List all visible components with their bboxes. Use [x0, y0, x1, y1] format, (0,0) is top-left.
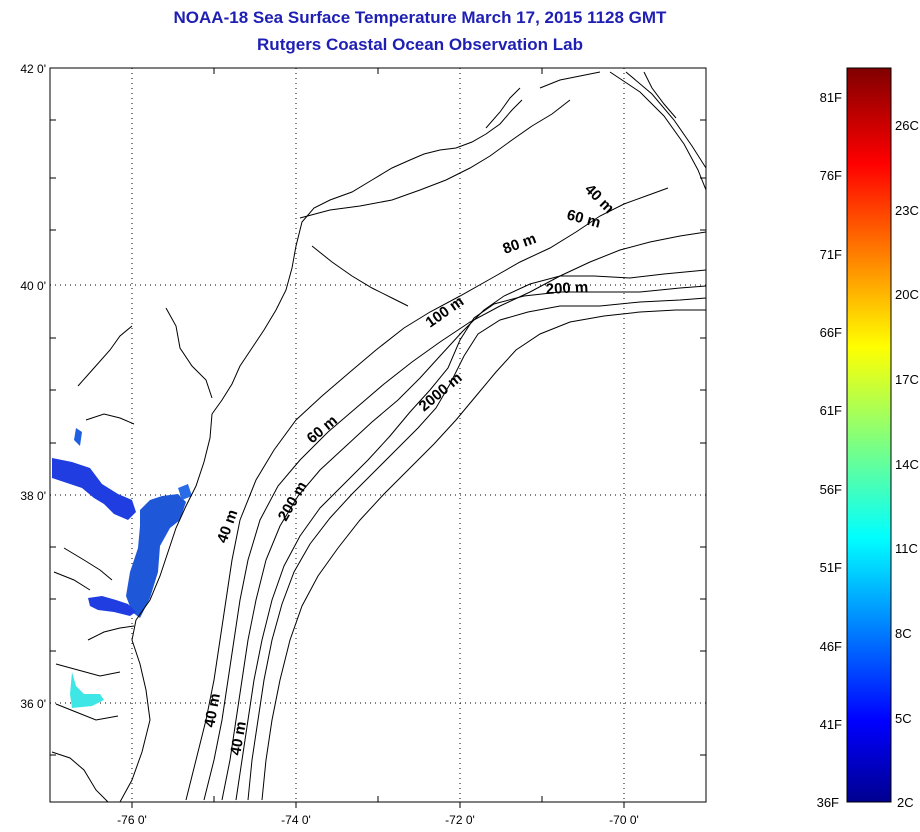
cbar-f-76: 76F	[820, 168, 842, 183]
lower-bay-water	[88, 596, 136, 616]
lat-labels: 42 0' 40 0' 38 0' 36 0'	[20, 62, 46, 711]
isobath-60m	[203, 231, 706, 801]
isobath-100m	[235, 285, 706, 801]
cbar-f-41: 41F	[820, 717, 842, 732]
map-frame	[49, 67, 707, 803]
cbar-f-61: 61F	[820, 403, 842, 418]
isobath-80m	[221, 269, 706, 801]
lat-label-38: 38 0'	[20, 489, 46, 503]
cbar-c-23: 23C	[895, 203, 919, 218]
colorbar-labels-c: 26C 23C 20C 17C 14C 11C 8C 5C 2C	[895, 118, 919, 810]
colorbar	[846, 67, 892, 803]
coastline	[51, 71, 677, 802]
label-40m-south: 40 m	[201, 692, 224, 729]
cbar-f-46: 46F	[820, 639, 842, 654]
sst-water	[52, 428, 192, 708]
cbar-c-2: 2C	[897, 795, 914, 810]
cbar-f-71: 71F	[820, 247, 842, 262]
cbar-c-20: 20C	[895, 287, 919, 302]
cbar-c-14: 14C	[895, 457, 919, 472]
axis-ticks	[50, 68, 706, 808]
colorbar-labels-f: 81F 76F 71F 66F 61F 56F 51F 46F 41F 36F	[817, 90, 842, 810]
cbar-c-11: 11C	[895, 541, 918, 556]
cbar-f-51: 51F	[820, 560, 842, 575]
label-40m-south-2: 40 m	[227, 720, 250, 757]
lon-label-70: -70 0'	[609, 813, 639, 827]
lat-label-40: 40 0'	[20, 279, 46, 293]
lon-labels: -76 0' -74 0' -72 0' -70 0'	[117, 813, 639, 827]
chart-subtitle: Rutgers Coastal Ocean Observation Lab	[257, 35, 583, 54]
chesapeake-water	[52, 458, 136, 520]
lon-label-74: -74 0'	[281, 813, 311, 827]
lat-label-42: 42 0'	[20, 62, 46, 76]
chart-title: NOAA-18 Sea Surface Temperature March 17…	[173, 8, 667, 27]
lon-label-72: -72 0'	[445, 813, 475, 827]
cbar-c-8: 8C	[895, 626, 912, 641]
isobaths	[185, 71, 706, 801]
cbar-c-17: 17C	[895, 372, 919, 387]
isobath-40m	[185, 187, 669, 801]
potomac-water	[74, 428, 82, 446]
lon-label-76: -76 0'	[117, 813, 147, 827]
pamlico-water	[70, 672, 104, 708]
chesapeake-bay-water	[126, 494, 186, 618]
cbar-c-5: 5C	[895, 711, 912, 726]
lat-label-36: 36 0'	[20, 697, 46, 711]
label-200m-north: 200 m	[545, 279, 588, 298]
cbar-c-26: 26C	[895, 118, 919, 133]
isobath-2000m	[261, 309, 706, 801]
cbar-f-56: 56F	[820, 482, 842, 497]
isobath-200m	[247, 297, 706, 801]
upper-bay-water	[178, 484, 192, 500]
cbar-f-36: 36F	[817, 795, 839, 810]
cbar-f-66: 66F	[820, 325, 842, 340]
cbar-f-81: 81F	[820, 90, 842, 105]
